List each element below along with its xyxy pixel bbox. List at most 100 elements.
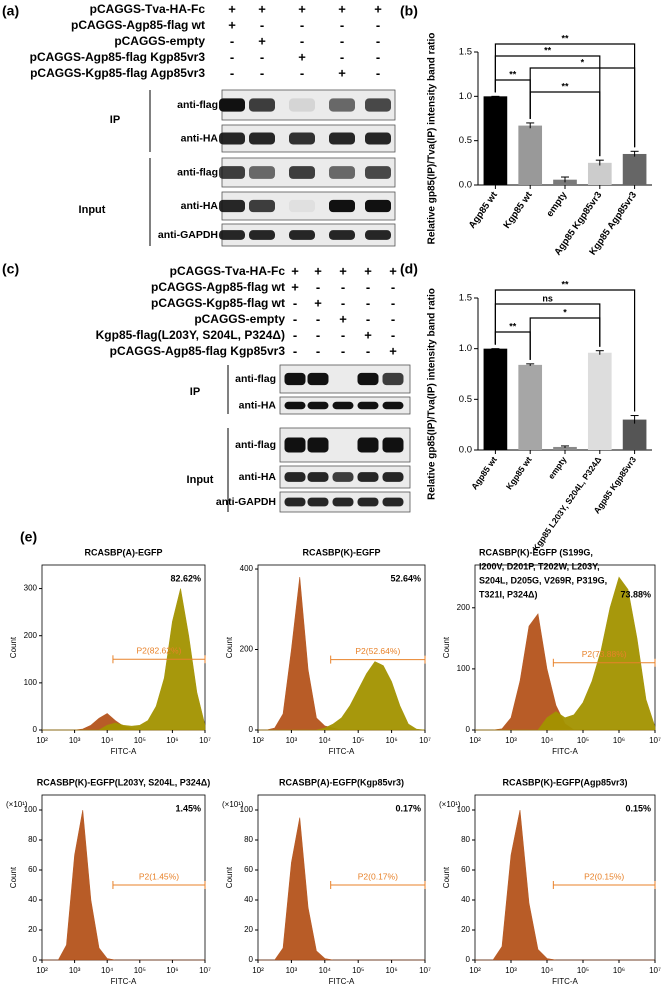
x-tick-label: 10⁷ [419,736,431,745]
x-tick-label: empty [544,189,569,219]
construct-label: pCAGGS-Tva-HA-Fc [170,264,286,278]
x-tick-label: 10⁵ [134,736,146,745]
x-tick-label: 10⁷ [419,966,431,975]
blot-band [382,372,404,386]
x-tick-label: 10⁵ [577,736,589,745]
x-tick-label: Agp85 wt [469,455,499,492]
blot-band [284,401,306,410]
sign: - [376,17,380,32]
sign: - [341,295,345,310]
panel-label: (a) [2,3,19,19]
y-tick-label: 0 [249,955,254,964]
y-tick-label: 0 [466,725,471,734]
y-axis-label: Relative gp85(IP)/Tva(IP) intensity band… [427,288,438,500]
y-tick-label: 60 [461,865,470,874]
y-tick-label: 1.0 [459,91,472,102]
significance-bracket [529,91,601,157]
blot-band [382,472,404,482]
gate-percent: 82.62% [170,573,201,583]
bar [553,446,577,450]
x-tick-label: 10⁶ [385,966,397,975]
blot-band [219,132,245,145]
x-tick-label: 10⁷ [199,736,211,745]
y-tick-label: 100 [24,805,38,814]
blot-band [332,472,354,482]
plot-frame [41,794,206,961]
sign: + [374,1,382,16]
blot-band [365,98,391,112]
bar [587,352,612,450]
x-tick-label: 10⁷ [649,966,661,975]
y-tick-label: 100 [457,664,471,673]
y-tick-label: 1.5 [459,47,472,58]
x-tick-label: 10⁴ [541,966,554,975]
blot-band [382,401,404,410]
y-axis-label: Count [9,636,18,658]
gate-percent: 0.17% [395,803,421,813]
sign: - [293,327,297,342]
x-tick-label: Agp85 wt [467,189,501,231]
blot-band [219,230,245,240]
blot-band [365,166,391,179]
y-tick-label: 80 [28,835,37,844]
blot-band [219,166,245,179]
blot-band [332,497,354,507]
x-tick-label: 10⁶ [166,966,178,975]
blot-band [357,401,379,410]
plot-title: RCASBP(A)-EGFP [85,547,163,557]
sign: - [376,65,380,80]
construct-label: pCAGGS-Kgp85-flag Agp85vr3 [30,66,205,80]
blot-band [249,230,275,240]
x-tick-label: 10³ [69,966,81,975]
y-tick-label: 0 [466,955,471,964]
histogram-area [42,588,206,731]
bar [483,96,508,185]
y-tick-label: 60 [28,865,37,874]
panel-label: (b) [400,3,418,19]
y-tick-label: 40 [461,895,470,904]
significance-label: ** [509,69,517,79]
sign: - [316,279,320,294]
x-tick-label: Kgp85 wt [501,189,535,231]
y-tick-label: 200 [457,603,471,612]
y-tick-label: 300 [24,584,38,593]
histogram-area [258,661,426,731]
x-tick-label: 10⁴ [101,736,114,745]
gate-label: P2(52.64%) [355,646,400,656]
antibody-label: anti-flag [177,166,218,178]
x-tick-label: 10⁶ [613,736,625,745]
sign: + [389,263,397,278]
gate-percent: 52.64% [390,573,421,583]
y-tick-label: 40 [244,895,253,904]
x-tick-label: 10² [36,966,48,975]
bar [622,419,647,450]
plot-title: RCASBP(K)-EGFP(L203Y, S204L, P324Δ) [37,777,211,787]
sign: - [341,327,345,342]
blot-band [219,199,245,213]
sign: - [391,311,395,326]
plot-title: S204L, D205G, V269R, P319G, [479,575,607,585]
x-tick-label: 10⁴ [541,736,554,745]
sign: - [230,65,234,80]
x-tick-label: 10⁵ [352,966,364,975]
plot-title: RCASBP(K)-EGFP [303,547,381,557]
gate-label: P2(1.45%) [139,871,179,881]
y-tick-label: 400 [240,564,254,573]
sign: - [366,311,370,326]
y-tick-label: 0.5 [459,394,472,405]
sign: - [340,33,344,48]
y-tick-label: 100 [24,678,38,687]
significance-label: * [563,307,567,317]
x-tick-label: 10² [469,736,481,745]
sign: - [366,279,370,294]
gate-percent: 1.45% [175,803,201,813]
sign: - [391,295,395,310]
panel-label: (c) [2,261,19,277]
y-tick-label: 0.5 [459,135,472,146]
y-tick-label: 20 [461,925,470,934]
x-axis-label: FITC-A [329,747,355,756]
x-tick-label: 10³ [286,736,298,745]
gate-percent: 0.15% [625,803,651,813]
gate-label: P2(0.17%) [358,871,398,881]
y-tick-label: 200 [240,645,254,654]
